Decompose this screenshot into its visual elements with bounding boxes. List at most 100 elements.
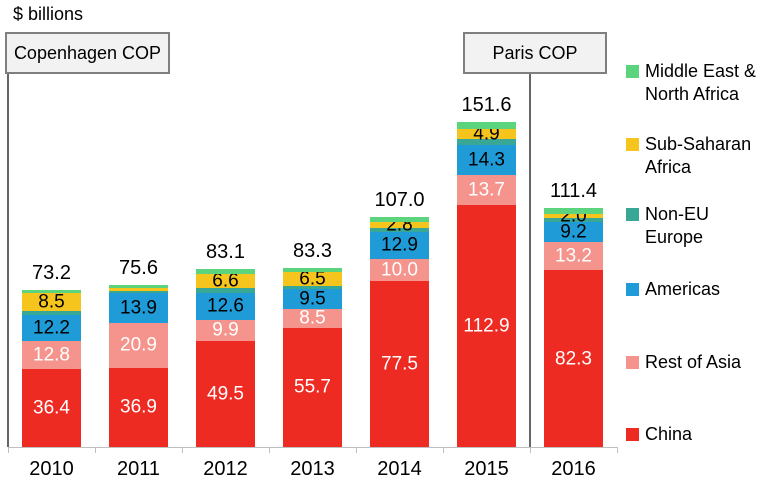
segment-label: 13.9: [120, 297, 157, 319]
legend-swatch-teal-icon: [626, 208, 639, 221]
bar-segment-sub-saharan-africa: [370, 222, 429, 229]
copenhagen-cop-annotation: Copenhagen COP: [5, 32, 170, 74]
copenhagen-cop-marker-line: [7, 74, 9, 447]
segment-label: 9.2: [560, 221, 587, 243]
bar-segment-sub-saharan-africa: [283, 271, 342, 286]
bar-segment-non-eu-europe: [22, 311, 81, 316]
x-axis-tick: [95, 447, 96, 453]
bar-segment-middle-east-north-africa: [370, 217, 429, 223]
bar-segment-americas: [109, 293, 168, 324]
x-axis-label: 2012: [203, 458, 248, 480]
legend-item-sub-saharan-africa: Sub-Saharan Africa: [626, 133, 778, 179]
segment-label: 4.9: [473, 123, 500, 145]
bar-segment-sub-saharan-africa: [196, 273, 255, 288]
paris-cop-label: Paris COP: [492, 42, 578, 63]
segment-label: 9.5: [299, 288, 326, 310]
bar-segment-china: [370, 280, 429, 447]
x-axis-label: 2010: [29, 458, 74, 480]
bar-segment-sub-saharan-africa: [457, 128, 516, 140]
bar-segment-middle-east-north-africa: [457, 121, 516, 129]
bar-total-label: 151.6: [461, 93, 512, 116]
bar-segment-rest-of-asia: [22, 341, 81, 369]
x-axis-label: 2016: [551, 458, 596, 480]
x-axis-label: 2014: [377, 458, 422, 480]
bar-total-label: 111.4: [549, 180, 598, 203]
bar-segment-rest-of-asia: [109, 323, 168, 368]
x-axis-tick: [530, 447, 531, 453]
bar-segment-rest-of-asia: [457, 175, 516, 205]
legend-item-label: China: [645, 424, 693, 444]
legend-item-rest-of-asia: Rest of Asia: [626, 351, 778, 374]
legend-item-label: Non-EU Europe: [645, 204, 710, 247]
segment-label: 8.5: [299, 307, 326, 329]
legend-item-label: Rest of Asia: [645, 352, 742, 372]
legend-item-label: Middle East & North Africa: [645, 61, 757, 104]
bar-segment-non-eu-europe: [109, 290, 168, 294]
bar-total-label: 73.2: [32, 261, 71, 284]
segment-label: 36.9: [120, 396, 157, 418]
bar-segment-non-eu-europe: [370, 228, 429, 232]
segment-label: 55.7: [294, 376, 331, 398]
legend-swatch-blue-icon: [626, 283, 639, 296]
bar-segment-rest-of-asia: [196, 319, 255, 341]
segment-label: 8.5: [38, 291, 65, 313]
bar-segment-rest-of-asia: [370, 259, 429, 281]
paris-cop-annotation: Paris COP: [463, 32, 607, 74]
bar-segment-middle-east-north-africa: [109, 284, 168, 288]
segment-label: 6.5: [299, 268, 326, 290]
legend-item-label: Americas: [645, 279, 721, 299]
bar-segment-sub-saharan-africa: [22, 292, 81, 312]
segment-label: 10.0: [381, 259, 418, 281]
paris-cop-marker-line: [529, 74, 531, 447]
bar-total-label: 107.0: [374, 189, 425, 212]
legend-item-label: Sub-Saharan Africa: [645, 134, 752, 177]
segment-label: 9.9: [212, 319, 239, 341]
x-axis-label: 2011: [116, 458, 161, 480]
bar-total-label: 75.6: [119, 256, 158, 279]
bar-segment-rest-of-asia: [283, 309, 342, 328]
bar-segment-china: [544, 270, 603, 447]
segment-label: 12.6: [207, 295, 244, 317]
bar-segment-non-eu-europe: [283, 285, 342, 289]
bar-total-label: 83.3: [293, 240, 332, 263]
segment-label: 6.6: [212, 270, 239, 292]
segment-label: 12.8: [33, 344, 70, 366]
segment-label: 13.7: [468, 179, 505, 201]
bar-segment-china: [283, 327, 342, 447]
bar-segment-non-eu-europe: [457, 139, 516, 145]
copenhagen-cop-label: Copenhagen COP: [13, 42, 162, 63]
legend-item-middle-east-north-africa: Middle East & North Africa: [626, 60, 778, 106]
x-axis-tick: [8, 447, 9, 453]
segment-label: 77.5: [381, 353, 418, 375]
bar-segment-americas: [544, 222, 603, 243]
x-axis-tick: [443, 447, 444, 453]
bar-segment-non-eu-europe: [196, 287, 255, 293]
segment-label: 14.3: [468, 149, 505, 171]
legend-item-china: China: [626, 423, 778, 446]
bar-segment-china: [457, 204, 516, 447]
bar-segment-middle-east-north-africa: [283, 268, 342, 272]
segment-label: 13.2: [555, 245, 592, 267]
bar-segment-sub-saharan-africa: [109, 287, 168, 291]
axis-unit-label: $ billions: [13, 4, 84, 24]
bar-segment-americas: [196, 292, 255, 320]
legend-swatch-green-icon: [626, 65, 639, 78]
x-axis-tick: [356, 447, 357, 453]
bar-total-label: 83.1: [206, 240, 245, 263]
segment-label: 82.3: [555, 348, 592, 370]
bar-segment-americas: [283, 288, 342, 310]
bar-segment-americas: [370, 231, 429, 260]
legend-swatch-yellow-icon: [626, 138, 639, 151]
bar-segment-middle-east-north-africa: [22, 289, 81, 293]
x-axis-label: 2013: [290, 458, 335, 480]
segment-label: 49.5: [207, 383, 244, 405]
legend-swatch-pink-icon: [626, 356, 639, 369]
x-axis-tick: [182, 447, 183, 453]
bar-segment-sub-saharan-africa: [544, 213, 603, 218]
bar-segment-americas: [22, 315, 81, 342]
x-axis-line: [8, 447, 618, 448]
segment-label: 12.2: [33, 317, 70, 339]
x-axis-tick: [269, 447, 270, 453]
